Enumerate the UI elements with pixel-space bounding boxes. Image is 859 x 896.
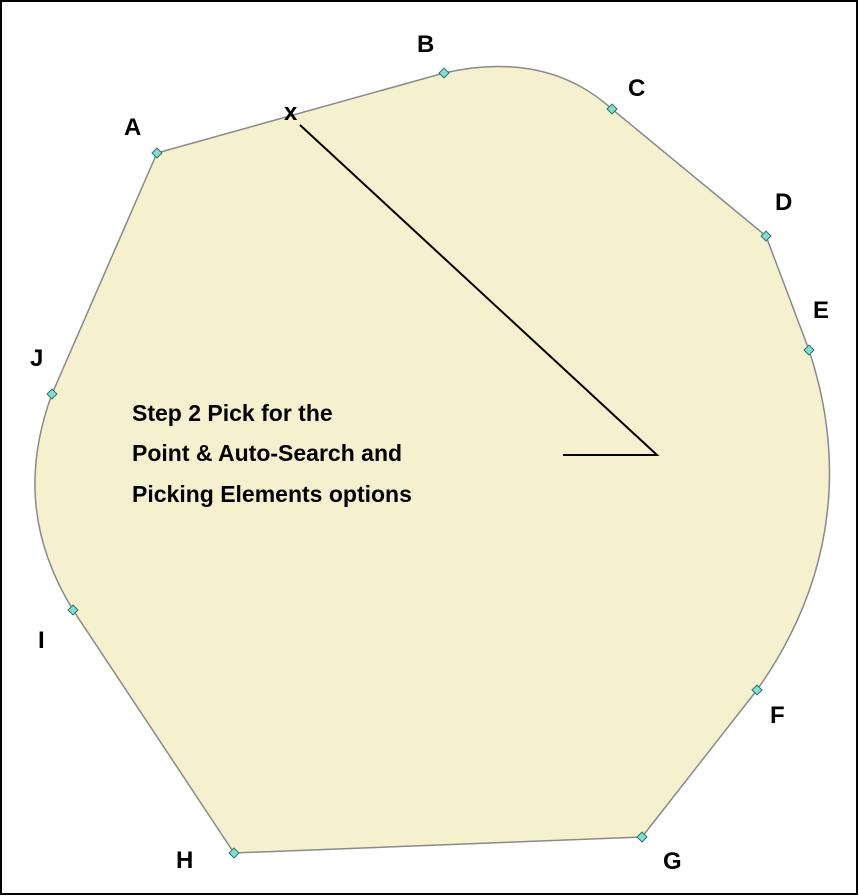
vertex — [67, 604, 79, 616]
vertex — [151, 147, 163, 159]
region — [34, 65, 831, 854]
vertex-label: D — [775, 189, 792, 216]
vertex-label: C — [628, 75, 645, 102]
vertex — [760, 230, 772, 242]
vertex-label: A — [124, 114, 141, 141]
vertex-label: H — [176, 847, 193, 874]
vertex-label: J — [30, 345, 43, 372]
vertex-label: E — [813, 297, 829, 324]
vertex-label: F — [770, 702, 785, 729]
vertex — [228, 847, 240, 859]
vertex — [636, 831, 648, 843]
vertex-label: I — [38, 627, 45, 654]
caption-line: Step 2 Pick for the — [132, 400, 333, 426]
vertex — [606, 103, 618, 115]
caption-line: Point & Auto-Search and — [132, 440, 402, 466]
vertex — [751, 684, 763, 696]
vertex — [46, 388, 58, 400]
vertex-label: B — [417, 31, 434, 58]
pick-marker: x — [284, 99, 298, 126]
caption-line: Picking Elements options — [132, 481, 412, 507]
vertex — [438, 67, 450, 79]
vertex-label: G — [663, 848, 682, 875]
vertex — [803, 344, 815, 356]
leader-line — [299, 124, 660, 456]
